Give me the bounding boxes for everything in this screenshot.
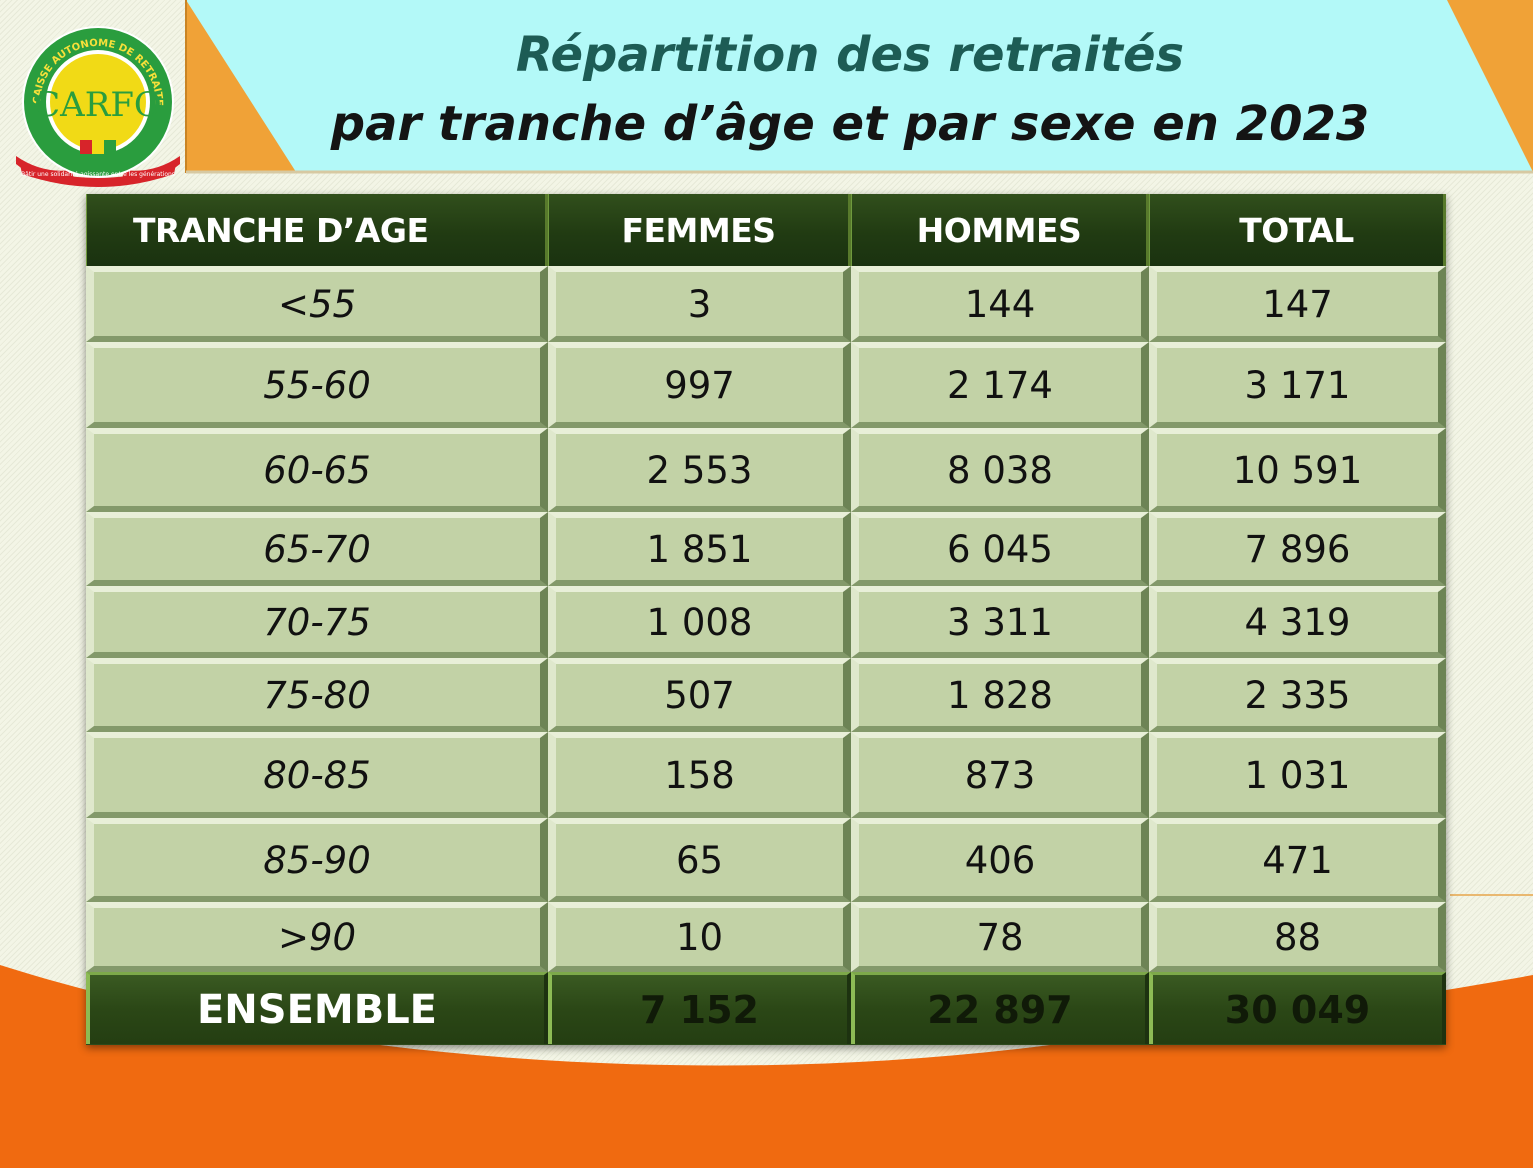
table-row: 55-60 997 2 174 3 171: [86, 342, 1446, 428]
table-row: 60-65 2 553 8 038 10 591: [86, 428, 1446, 512]
total-cell: 2 335: [1149, 658, 1446, 732]
table-body: <55 3 144 147 55-60 997 2 174 3 171 60-65 2 553 8 …: [86, 266, 1446, 972]
women-cell: 1 851: [548, 512, 851, 586]
men-cell: 1 828: [851, 658, 1149, 732]
age-group-cell: 60-65: [86, 428, 548, 512]
table-row: 75-80 507 1 828 2 335: [86, 658, 1446, 732]
men-cell: 406: [851, 818, 1149, 902]
total-cell: 471: [1149, 818, 1446, 902]
total-men: 22 897: [851, 972, 1149, 1044]
age-group-cell: 80-85: [86, 732, 548, 818]
women-cell: 3: [548, 266, 851, 342]
men-cell: 3 311: [851, 586, 1149, 658]
table-row: 70-75 1 008 3 311 4 319: [86, 586, 1446, 658]
age-group-cell: 65-70: [86, 512, 548, 586]
age-group-cell: >90: [86, 902, 548, 972]
total-cell: 4 319: [1149, 586, 1446, 658]
total-cell: 1 031: [1149, 732, 1446, 818]
title-line-1: Répartition des retraités: [515, 27, 1185, 83]
header-age-group: TRANCHE D’AGE: [86, 194, 548, 266]
table-row: 80-85 158 873 1 031: [86, 732, 1446, 818]
men-cell: 2 174: [851, 342, 1149, 428]
age-group-cell: 75-80: [86, 658, 548, 732]
women-cell: 1 008: [548, 586, 851, 658]
table-row: 85-90 65 406 471: [86, 818, 1446, 902]
men-cell: 6 045: [851, 512, 1149, 586]
women-cell: 10: [548, 902, 851, 972]
women-cell: 997: [548, 342, 851, 428]
women-cell: 2 553: [548, 428, 851, 512]
carfo-motto: Bâtir une solidarité agissante entre les…: [21, 171, 175, 178]
page-title: Répartition des retraités par tranche d’…: [300, 22, 1400, 160]
table-row: 65-70 1 851 6 045 7 896: [86, 512, 1446, 586]
header-men: HOMMES: [851, 194, 1149, 266]
table-row: <55 3 144 147: [86, 266, 1446, 342]
men-cell: 8 038: [851, 428, 1149, 512]
men-cell: 78: [851, 902, 1149, 972]
age-group-cell: 55-60: [86, 342, 548, 428]
women-cell: 158: [548, 732, 851, 818]
age-group-cell: <55: [86, 266, 548, 342]
carfo-logo: CAISSE AUTONOME DE RETRAITE DES FONCTION…: [12, 24, 180, 187]
women-cell: 507: [548, 658, 851, 732]
total-cell: 10 591: [1149, 428, 1446, 512]
total-cell: 7 896: [1149, 512, 1446, 586]
total-women: 7 152: [548, 972, 851, 1044]
total-cell: 147: [1149, 266, 1446, 342]
age-group-cell: 70-75: [86, 586, 548, 658]
title-line-2: par tranche d’âge et par sexe en 2023: [330, 96, 1370, 152]
total-cell: 3 171: [1149, 342, 1446, 428]
title-banner: [185, 0, 1533, 174]
men-cell: 873: [851, 732, 1149, 818]
header-total: TOTAL: [1149, 194, 1446, 266]
carfo-acronym: CARFO: [34, 85, 162, 125]
table-total-row: ENSEMBLE 7 152 22 897 30 049: [86, 972, 1446, 1044]
header-women: FEMMES: [548, 194, 851, 266]
table-header-row: TRANCHE D’AGE FEMMES HOMMES TOTAL: [86, 194, 1446, 266]
total-label: ENSEMBLE: [86, 972, 548, 1044]
table-row: >90 10 78 88: [86, 902, 1446, 972]
men-cell: 144: [851, 266, 1149, 342]
total-cell: 88: [1149, 902, 1446, 972]
total-all: 30 049: [1149, 972, 1446, 1044]
women-cell: 65: [548, 818, 851, 902]
age-group-cell: 85-90: [86, 818, 548, 902]
retirees-table: TRANCHE D’AGE FEMMES HOMMES TOTAL <55 3 14…: [86, 194, 1446, 1045]
